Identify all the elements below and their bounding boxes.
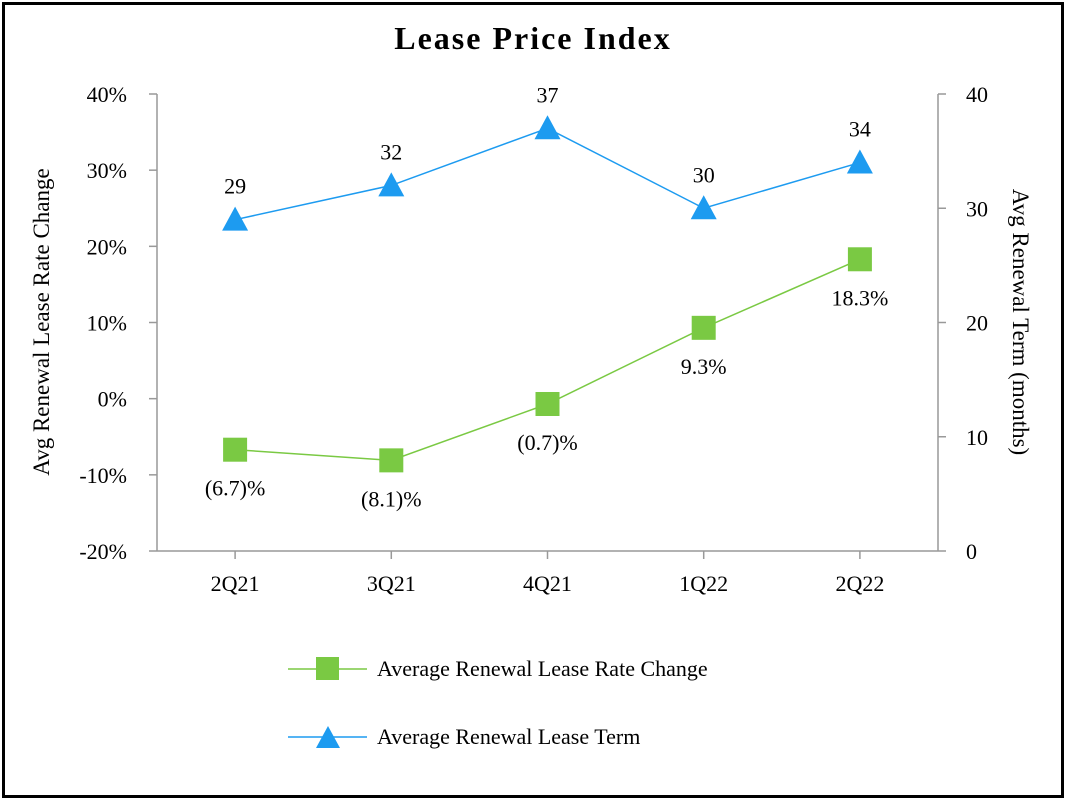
legend-item-rate-change: Average Renewal Lease Rate Change: [288, 656, 708, 681]
triangle-marker: [378, 172, 405, 197]
legend-label-rate-change: Average Renewal Lease Rate Change: [377, 656, 708, 681]
data-label: 9.3%: [681, 354, 727, 379]
x-tick-label: 2Q21: [211, 571, 260, 596]
left-tick-label: 30%: [87, 158, 127, 183]
data-label: 34: [849, 117, 871, 142]
legend-triangle-marker: [316, 726, 340, 748]
legend-label-lease-term: Average Renewal Lease Term: [377, 724, 640, 749]
triangle-marker: [690, 195, 717, 220]
square-marker: [847, 247, 872, 272]
left-y-axis-label: Avg Renewal Lease Rate Change: [29, 168, 54, 475]
right-tick-label: 0: [966, 539, 977, 564]
series-rate-change: (6.7)% (8.1)% (0.7)% 9.3% 18.3%: [205, 247, 888, 511]
right-tick-label: 10: [966, 425, 988, 450]
legend: Average Renewal Lease Rate Change Averag…: [288, 656, 708, 749]
x-tick-label: 1Q22: [679, 571, 728, 596]
right-tick-label: 20: [966, 311, 988, 336]
square-marker: [379, 448, 404, 473]
data-label: 37: [537, 82, 559, 107]
chart-title: Lease Price Index: [394, 20, 672, 56]
data-label: 18.3%: [831, 285, 888, 310]
square-marker: [691, 315, 716, 340]
triangle-marker: [846, 149, 873, 174]
left-tick-label: 20%: [87, 234, 127, 259]
triangle-marker: [534, 115, 561, 140]
right-y-axis-label: Avg Renewal Term (months): [1008, 189, 1033, 455]
left-tick-label: 0%: [98, 387, 127, 412]
left-tick-label: -20%: [79, 539, 127, 564]
series-lease-term: 29 32 37 30 34: [222, 82, 873, 231]
series-layer: (6.7)% (8.1)% (0.7)% 9.3% 18.3% 29 32 37 30 34: [205, 82, 888, 511]
legend-square-marker: [316, 657, 339, 680]
x-tick-label: 2Q22: [835, 571, 884, 596]
left-tick-label: 10%: [87, 311, 127, 336]
data-label: (6.7)%: [205, 476, 265, 501]
left-tick-label: -10%: [79, 463, 127, 488]
data-label: (8.1)%: [361, 486, 421, 511]
data-label: 29: [224, 174, 246, 199]
square-marker: [535, 391, 560, 416]
x-ticks: 2Q21 3Q21 4Q21 1Q22 2Q22: [211, 551, 884, 596]
right-y-ticks: 0 10 20 30 40: [938, 82, 988, 564]
left-tick-label: 40%: [87, 82, 127, 107]
triangle-marker: [222, 206, 249, 231]
right-tick-label: 40: [966, 82, 988, 107]
data-label: 30: [693, 162, 715, 187]
x-tick-label: 3Q21: [367, 571, 416, 596]
square-marker: [223, 437, 248, 462]
data-label: 32: [380, 139, 402, 164]
right-tick-label: 30: [966, 196, 988, 221]
data-label: (0.7)%: [517, 430, 577, 455]
legend-item-lease-term: Average Renewal Lease Term: [288, 724, 640, 749]
left-y-ticks: -20% -10% 0% 10% 20% 30% 40%: [79, 82, 157, 564]
axes: [156, 94, 939, 552]
x-tick-label: 4Q21: [523, 571, 572, 596]
series-line: [234, 127, 861, 221]
